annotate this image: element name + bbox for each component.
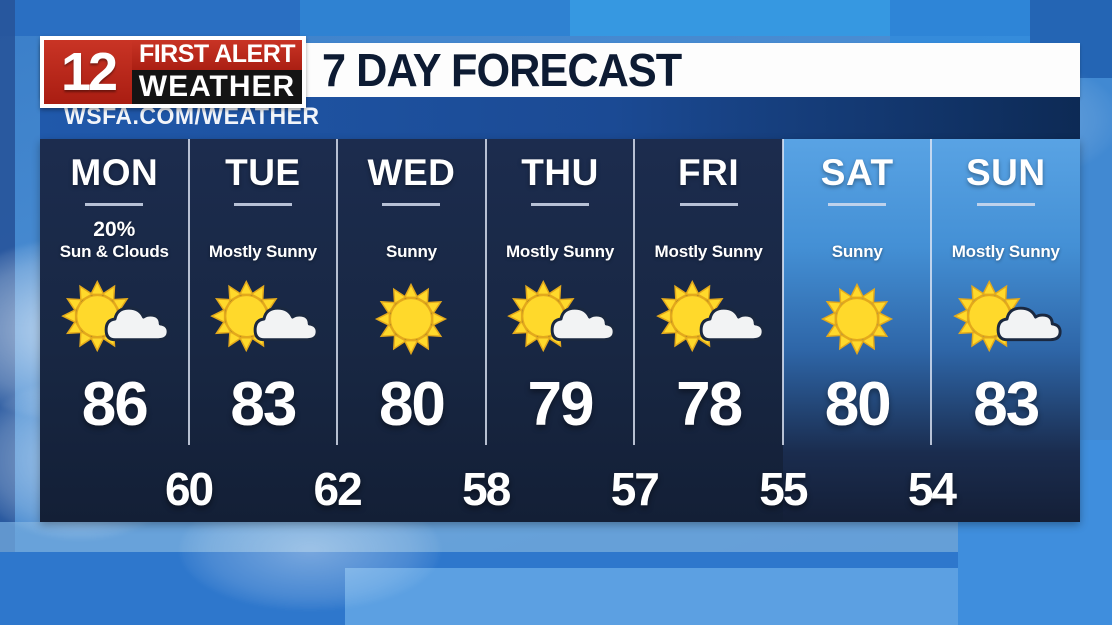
- precip-chance: [189, 217, 338, 242]
- forecast-column-sat: SAT Sunny: [782, 139, 932, 522]
- sky-block: [0, 522, 1112, 552]
- sky-block: [345, 568, 960, 625]
- sun-cloud-icon: [61, 279, 170, 353]
- sun-cloud-icon: [952, 279, 1062, 353]
- condition-label: Sunny: [831, 242, 883, 261]
- column-divider: [484, 139, 487, 446]
- low-temperature: 58: [462, 463, 511, 515]
- day-label: SAT: [820, 152, 894, 193]
- day-label: MON: [70, 152, 159, 193]
- logo-text-block: FIRST ALERT WEATHER: [132, 40, 302, 104]
- low-temperature: 57: [610, 463, 660, 515]
- day-divider: [976, 203, 1035, 206]
- column-divider: [187, 139, 190, 446]
- sky-block: [300, 0, 570, 36]
- forecast-columns: MON 20% Sun & Clouds: [40, 139, 1081, 522]
- day-divider: [85, 203, 144, 206]
- day-divider: [233, 203, 292, 206]
- low-temperature: 55: [759, 463, 808, 515]
- condition-label: Sunny: [385, 242, 437, 261]
- sun-cloud-icon: [655, 279, 765, 353]
- day-label: WED: [367, 152, 456, 193]
- precip-chance: 20%: [93, 218, 136, 241]
- precip-chance: [931, 217, 1080, 242]
- condition-label: Mostly Sunny: [208, 242, 317, 261]
- precip-chance: [337, 217, 486, 242]
- day-label: SUN: [965, 152, 1046, 193]
- sun-icon: [821, 282, 894, 356]
- condition-label: Sun & Clouds: [59, 242, 169, 261]
- logo-weather: WEATHER: [132, 69, 302, 104]
- sky-block: [1080, 78, 1112, 440]
- weather-icon-slot: [931, 268, 1080, 372]
- sun-cloud-icon: [507, 279, 616, 353]
- column-divider: [930, 139, 933, 446]
- precip-chance: [783, 217, 932, 242]
- low-temperature: 54: [907, 463, 957, 515]
- weather-icon-slot: [486, 268, 635, 372]
- sky-block: [570, 0, 890, 36]
- weather-icon-slot: [40, 268, 189, 372]
- high-temperature: 78: [676, 370, 743, 439]
- column-divider: [781, 139, 784, 446]
- forecast-column-wed: WED Sunny: [337, 139, 486, 522]
- high-temperature: 79: [527, 370, 595, 439]
- forecast-column-thu: THU Mostly Sunny: [486, 139, 635, 522]
- day-divider: [531, 203, 590, 206]
- sun-cloud-icon: [210, 279, 319, 353]
- high-temperature: 80: [378, 370, 446, 439]
- condition-label: Mostly Sunny: [505, 242, 615, 261]
- page-title: 7 DAY FORECAST: [322, 44, 682, 96]
- high-temperature: 83: [973, 370, 1040, 439]
- low-temperature: 60: [164, 463, 214, 515]
- high-temperature: 80: [824, 370, 892, 439]
- forecast-column-fri: FRI Mostly Sunny: [634, 139, 783, 522]
- sky-block: [890, 0, 1030, 48]
- high-temperature: 86: [81, 370, 149, 439]
- low-temperature: 62: [313, 463, 363, 515]
- condition-label: Mostly Sunny: [951, 242, 1060, 261]
- station-logo: 12 FIRST ALERT WEATHER: [40, 36, 306, 108]
- column-divider: [633, 139, 636, 446]
- forecast-column-sun: SUN Mostly Sunny: [931, 139, 1081, 522]
- day-label: TUE: [225, 152, 301, 193]
- weather-icon-slot: [189, 268, 338, 372]
- forecast-panel: MON 20% Sun & Clouds: [40, 139, 1081, 522]
- forecast-column-tue: TUE Mostly Sunny: [189, 139, 338, 522]
- precip-chance: [634, 217, 783, 242]
- day-divider: [828, 203, 887, 206]
- condition-label: Mostly Sunny: [654, 242, 763, 261]
- weather-icon-slot: [337, 268, 486, 372]
- day-divider: [382, 203, 441, 206]
- precip-chance: [486, 217, 635, 242]
- forecast-column-mon: MON 20% Sun & Clouds: [40, 139, 189, 522]
- day-label: THU: [521, 152, 599, 193]
- day-label: FRI: [678, 152, 740, 193]
- logo-first-alert: FIRST ALERT: [132, 40, 302, 70]
- weather-icon-slot: [783, 268, 932, 372]
- day-divider: [679, 203, 738, 206]
- sun-icon: [375, 282, 448, 356]
- weather-icon-slot: [634, 268, 783, 372]
- high-temperature: 83: [230, 370, 297, 439]
- station-number: 12: [44, 40, 132, 104]
- column-divider: [336, 139, 339, 446]
